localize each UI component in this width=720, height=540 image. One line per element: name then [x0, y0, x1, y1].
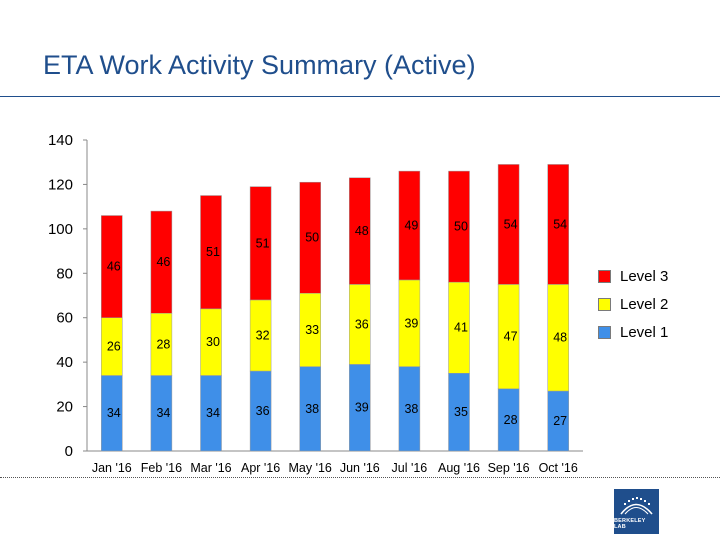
data-label-level-1: 39 [355, 401, 369, 415]
data-label-level-2: 33 [305, 323, 319, 337]
legend-swatch-level-1 [598, 325, 611, 339]
berkeley-lab-logo: BERKELEY LAB [614, 489, 659, 534]
y-tick-label: 140 [48, 132, 73, 149]
data-label-level-1: 38 [305, 402, 319, 416]
data-label-level-3: 54 [504, 217, 518, 231]
x-tick-label: May '16 [289, 461, 332, 475]
data-label-level-2: 28 [156, 337, 170, 351]
bar-segment-level-3 [547, 164, 569, 285]
x-tick-label: Oct '16 [539, 461, 578, 475]
chart-legend: Level 3 Level 2 Level 1 [598, 262, 708, 346]
data-label-level-1: 36 [256, 404, 270, 418]
legend-item-level-1: Level 1 [598, 318, 708, 346]
y-tick-label: 20 [56, 399, 73, 416]
bar-segment-level-3 [249, 186, 272, 301]
data-label-level-3: 50 [454, 220, 468, 234]
data-label-level-2: 36 [355, 317, 369, 331]
bar-segment-level-3 [398, 170, 421, 281]
data-label-level-2: 32 [256, 328, 270, 342]
x-tick-label: Sep '16 [488, 461, 530, 475]
x-tick-label: Aug '16 [438, 461, 480, 475]
bar-segment-level-3 [299, 181, 321, 294]
data-label-level-3: 48 [355, 224, 369, 238]
page-title: ETA Work Activity Summary (Active) [43, 50, 476, 80]
data-label-level-1: 34 [206, 406, 220, 420]
legend-label-level-2: Level 2 [620, 295, 669, 313]
y-tick-label: 40 [56, 354, 73, 371]
data-label-level-2: 41 [454, 321, 468, 335]
x-tick-label: Jun '16 [340, 461, 380, 475]
data-label-level-3: 51 [206, 245, 220, 259]
y-tick-label: 80 [56, 265, 73, 282]
data-label-level-3: 49 [404, 219, 418, 233]
data-label-level-1: 27 [553, 414, 567, 428]
legend-swatch-level-3 [598, 269, 611, 283]
data-label-level-2: 47 [504, 330, 518, 344]
bar-segment-level-3 [349, 177, 371, 285]
data-label-level-3: 46 [156, 255, 170, 269]
x-tick-label: Mar '16 [190, 461, 231, 475]
data-label-level-1: 38 [404, 402, 418, 416]
data-label-level-3: 46 [107, 260, 121, 274]
data-label-level-2: 39 [404, 316, 418, 330]
legend-swatch-level-2 [598, 297, 611, 311]
data-label-level-1: 28 [504, 413, 518, 427]
y-tick-label: 120 [48, 176, 73, 193]
legend-item-level-3: Level 3 [598, 262, 708, 290]
title-divider [0, 96, 720, 97]
lab-building-icon [620, 497, 653, 515]
data-label-level-1: 35 [454, 405, 468, 419]
legend-label-level-3: Level 3 [620, 267, 669, 285]
x-tick-label: Jan '16 [92, 461, 132, 475]
data-label-level-1: 34 [156, 406, 170, 420]
data-label-level-2: 30 [206, 335, 220, 349]
bar-segment-level-3 [200, 195, 222, 310]
data-label-level-3: 54 [553, 217, 567, 231]
footer-divider [0, 477, 720, 478]
x-tick-label: Apr '16 [241, 461, 280, 475]
data-label-level-1: 34 [107, 406, 121, 420]
data-label-level-3: 51 [256, 236, 270, 250]
y-tick-label: 100 [48, 221, 73, 238]
bar-segment-level-3 [101, 215, 123, 318]
y-tick-label: 60 [56, 310, 73, 327]
bar-segment-level-3 [150, 210, 173, 314]
legend-item-level-2: Level 2 [598, 290, 708, 318]
logo-text: BERKELEY LAB [614, 518, 646, 530]
x-tick-label: Jul '16 [392, 461, 428, 475]
data-label-level-2: 48 [553, 331, 567, 345]
x-tick-label: Feb '16 [141, 461, 182, 475]
bar-segment-level-3 [448, 170, 470, 283]
y-tick-label: 0 [65, 443, 73, 460]
data-label-level-2: 26 [107, 340, 121, 354]
bar-segment-level-3 [497, 164, 520, 285]
data-label-level-3: 50 [305, 231, 319, 245]
legend-label-level-1: Level 1 [620, 323, 669, 341]
